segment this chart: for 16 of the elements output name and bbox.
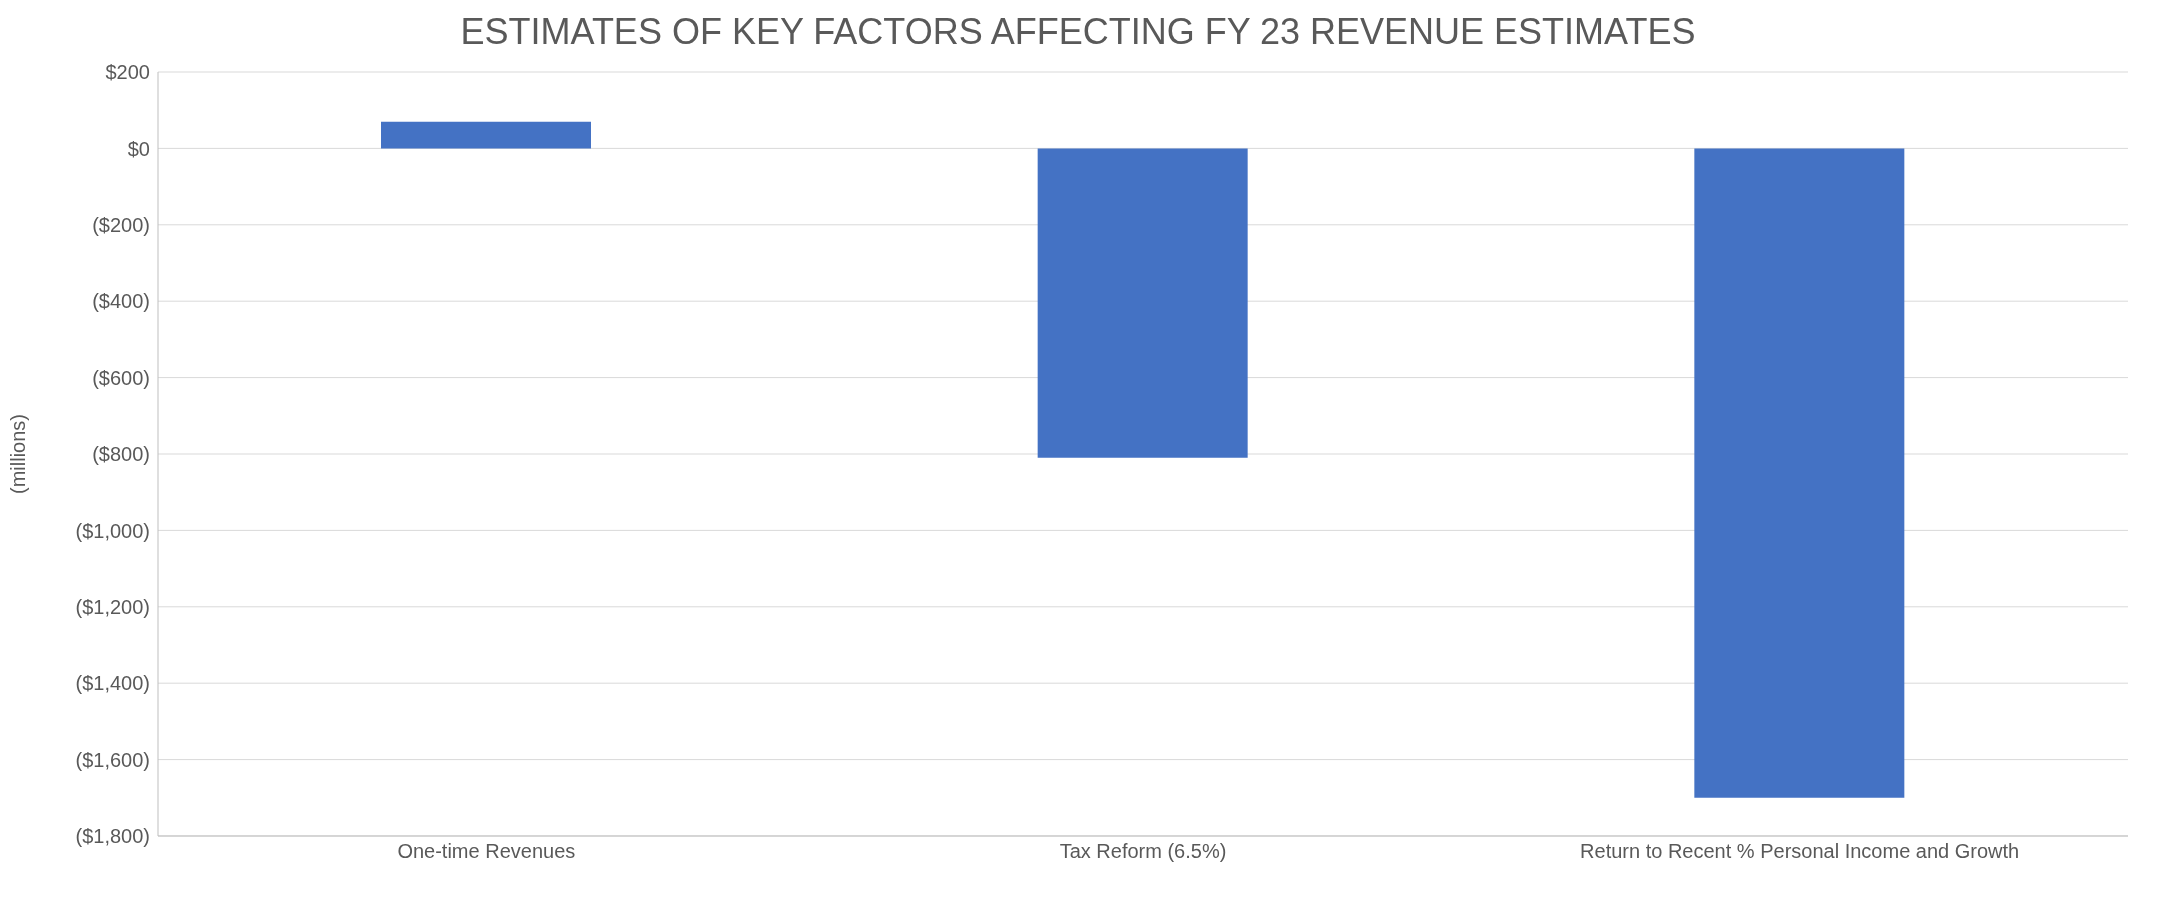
x-tick-label: Tax Reform (6.5%) [1059,840,1227,863]
y-tick-label: $0 [127,137,150,160]
y-tick-label: ($1,400) [75,672,150,695]
x-tick-label: One-time Revenues [397,840,576,863]
y-tick-label: $200 [105,61,150,84]
y-tick-label: ($1,600) [75,748,150,771]
y-tick-label: ($600) [92,366,150,389]
y-tick-label: ($1,200) [75,595,150,618]
x-tick-label: Return to Recent % Personal Income and Growth [1580,840,2020,863]
y-tick-label: ($200) [92,213,150,236]
y-tick-label: ($800) [92,443,150,466]
y-tick-label: ($1,800) [75,825,150,848]
y-tick-label: ($1,000) [75,519,150,542]
y-axis-title: (millions) [7,414,30,494]
y-tick-label: ($400) [92,290,150,313]
chart-title: ESTIMATES OF KEY FACTORS AFFECTING FY 23 REVENUE ESTIMATES [459,10,1697,54]
